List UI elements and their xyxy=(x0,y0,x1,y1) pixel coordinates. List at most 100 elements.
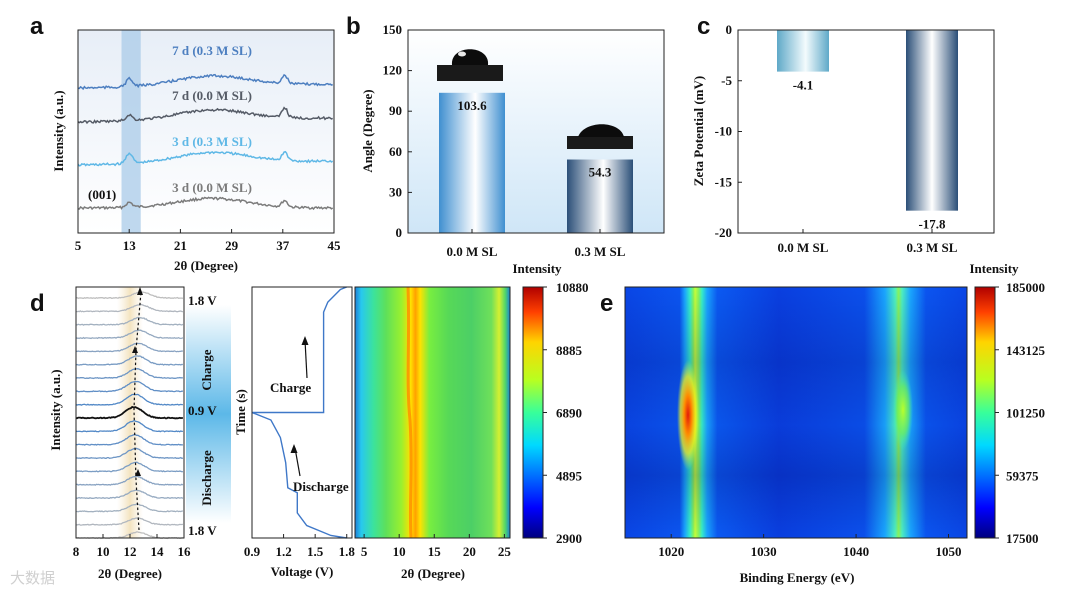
droplet-image-low-angle xyxy=(567,124,633,149)
xrd-curve xyxy=(75,355,183,366)
y-tick-label: -10 xyxy=(715,124,732,139)
voltage-label-bottom: 1.8 V xyxy=(188,523,217,538)
x-tick-label: 1040 xyxy=(843,544,869,559)
x-tick-label: 5 xyxy=(75,238,82,253)
x-tick-label: 20 xyxy=(463,544,476,559)
x-tick-label: 1050 xyxy=(936,544,962,559)
charge-curve xyxy=(252,286,347,414)
colorbar-tick-label: 10880 xyxy=(556,280,589,295)
bar xyxy=(439,92,505,233)
series-label: 7 d (0.3 M SL) xyxy=(172,43,252,58)
panel-label-b: b xyxy=(346,13,361,40)
series-line xyxy=(77,106,333,125)
xrd-curves xyxy=(77,73,334,211)
xrd-curve xyxy=(75,517,183,526)
xrd-curve xyxy=(75,489,184,500)
panel-a-background xyxy=(78,30,334,233)
colorbar-label: Intensity xyxy=(969,261,1019,276)
panel-e: 1020 1030 1040 1050 Binding Energy (eV) 185… xyxy=(600,261,1046,585)
bar xyxy=(567,159,633,233)
panel-b-frame xyxy=(407,29,665,234)
x-axis-label: 2θ (Degree) xyxy=(401,566,465,581)
y-tick-label: 90 xyxy=(389,103,402,118)
y-axis-label: Time (s) xyxy=(233,389,248,435)
peak-annotation: (001) xyxy=(88,187,116,202)
heatmap-e-frame xyxy=(624,286,968,539)
panel-label-c: c xyxy=(697,13,710,40)
y-axis-label: Zeta Potential (mV) xyxy=(691,76,706,186)
colorbar-tick-label: 17500 xyxy=(1006,531,1039,546)
x-tick-label: 37 xyxy=(276,238,290,253)
x-axis-label: Voltage (V) xyxy=(271,564,334,579)
y-tick-label: 150 xyxy=(383,22,403,37)
discharge-annotation: Discharge xyxy=(293,479,349,494)
xrd-curve xyxy=(76,316,184,326)
panel-a: 3 d (0.0 M SL) 3 d (0.3 M SL) 7 d (0.0 M S… xyxy=(30,13,341,273)
heatmap-d-frame xyxy=(354,286,511,539)
x-category-label: 0.0 M SL xyxy=(447,244,498,259)
x-tick-label: 45 xyxy=(328,238,342,253)
x-tick-label: 5 xyxy=(361,544,368,559)
x-axis-label: 2θ (Degree) xyxy=(174,258,238,273)
x-tick-label: 14 xyxy=(151,544,165,559)
x-categories: 0.0 M SL 0.3 M SL xyxy=(447,229,626,259)
series-line xyxy=(77,150,334,167)
colorbar-tick-label: 101250 xyxy=(1006,406,1045,421)
x-tick-label: 8 xyxy=(73,544,80,559)
arrow-up-icon xyxy=(290,444,298,453)
xrd-curve xyxy=(75,461,183,473)
colorbar-e xyxy=(974,286,996,539)
x-tick-label: 13 xyxy=(123,238,137,253)
y-axis-label: Intensity (a.u.) xyxy=(48,369,63,450)
colorbar-ticks: 10880 8885 6890 4895 2900 xyxy=(543,280,589,546)
xrd-curve xyxy=(75,475,184,486)
arrow-up-icon xyxy=(135,469,141,476)
hotspot xyxy=(893,370,913,450)
hotspot xyxy=(677,360,699,470)
x-ticks: 1020 1030 1040 1050 xyxy=(658,534,962,559)
x-tick-label: 21 xyxy=(174,238,187,253)
panel-d-curve-frame xyxy=(251,286,353,539)
bars: -4.1 -17.8 xyxy=(777,30,958,232)
bar-value-label: 103.6 xyxy=(457,98,487,113)
panel-c: -4.1-17.8 0-5-10-15-20 0.0 M SL 0.3 M SL … xyxy=(691,13,995,255)
xrd-curve xyxy=(75,291,184,300)
x-tick-label: 29 xyxy=(225,238,239,253)
y-axis-label: Intensity (a.u.) xyxy=(51,90,66,171)
series-label: 3 d (0.3 M SL) xyxy=(172,134,252,149)
x-category-label: 0.3 M SL xyxy=(575,244,626,259)
xrd-curve xyxy=(75,433,183,446)
xrd-curve xyxy=(75,368,183,380)
y-tick-label: -20 xyxy=(715,225,732,240)
charge-side-label: Charge xyxy=(199,349,214,390)
y-ticks: 0 30 60 90 120 150 xyxy=(383,22,412,240)
y-tick-label: -5 xyxy=(721,73,732,88)
x-tick-label: 0.9 xyxy=(244,544,261,559)
colorbar-tick-label: 2900 xyxy=(556,531,582,546)
x-tick-label: 1030 xyxy=(751,544,777,559)
arrow-up-icon xyxy=(132,346,138,353)
xrd-curve xyxy=(75,380,183,393)
peak-shift-guide xyxy=(133,291,142,531)
y-tick-label: 120 xyxy=(383,63,403,78)
x-axis-label: Binding Energy (eV) xyxy=(740,570,855,585)
x-categories: 0.0 M SL 0.3 M SL xyxy=(778,229,958,255)
xrd-curve xyxy=(76,503,183,513)
y-tick-label: -15 xyxy=(715,174,733,189)
y-tick-label: 0 xyxy=(726,22,733,37)
x-category-label: 0.3 M SL xyxy=(907,240,958,255)
watermark: 大数据 xyxy=(10,570,55,587)
voltage-label-middle: 0.9 V xyxy=(188,403,217,418)
heatmap-intensity-label: Intensity xyxy=(512,261,562,276)
bar-value-label: -4.1 xyxy=(793,78,814,93)
x-tick-label: 25 xyxy=(498,544,512,559)
y-ticks: 0 -5 -10 -15 -20 xyxy=(715,22,742,240)
x-ticks: 5 10 15 20 25 xyxy=(361,534,512,559)
x-axis-label: 2θ (Degree) xyxy=(98,566,162,581)
xrd-curve xyxy=(75,419,183,433)
x-tick-label: 16 xyxy=(178,544,192,559)
series-line xyxy=(77,73,333,91)
bar-value-label: 54.3 xyxy=(589,165,612,180)
bars: 103.6 54.3 xyxy=(439,92,633,233)
